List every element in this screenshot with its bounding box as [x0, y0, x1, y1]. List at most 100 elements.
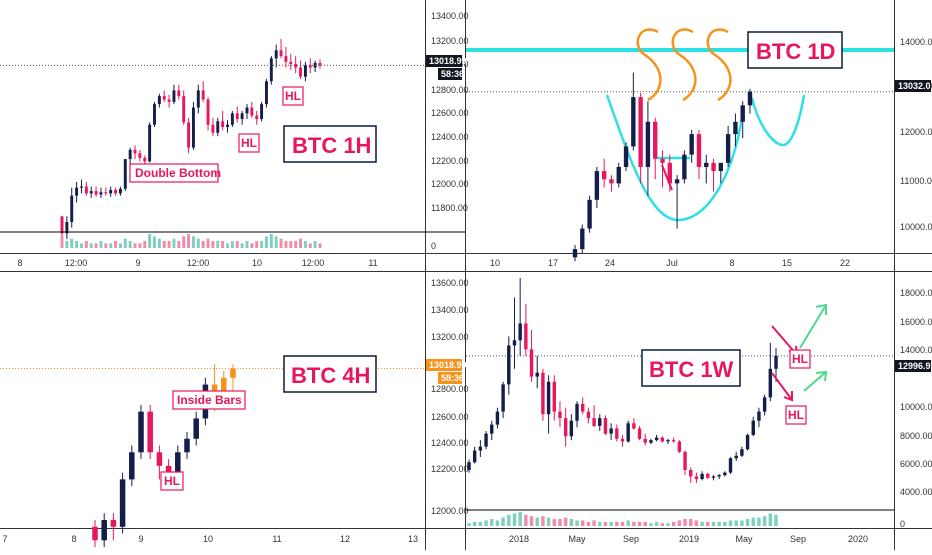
volume-bar [206, 238, 210, 248]
candle-body [689, 469, 693, 477]
candle-body [110, 520, 117, 527]
candle-body [745, 434, 750, 450]
candle-body [631, 97, 636, 147]
svg-text:13018.99: 13018.99 [429, 56, 467, 66]
candle-body [167, 99, 171, 102]
candle-body [653, 121, 658, 159]
svg-text:BTC 4H: BTC 4H [291, 363, 370, 388]
candle-body [682, 154, 687, 180]
time-tick-label: May [568, 534, 586, 544]
candle-body [535, 372, 539, 377]
volume-bar [626, 520, 630, 526]
time-tick-label: Sep [623, 534, 639, 544]
time-tick-label: 8 [729, 258, 734, 268]
volume-bar [484, 520, 488, 526]
pane-title-1h: BTC 1H [283, 125, 377, 163]
time-tick-label: 13 [408, 534, 418, 544]
price-tag-4h: 13018.99 58:36 [426, 359, 467, 384]
price-tick-label: 12200.00 [431, 156, 469, 166]
candle-body [552, 381, 556, 412]
price-tag-1w: 12996.97 [895, 360, 932, 372]
candle-body [696, 134, 702, 167]
candle-body [104, 192, 108, 194]
candle-body [99, 192, 103, 195]
volume-bar [109, 243, 113, 248]
candle-body [303, 65, 307, 77]
volume-bar [196, 238, 200, 248]
price-tick-label: 10000.00 [900, 402, 932, 412]
candle-body [594, 171, 600, 200]
candle-body [221, 121, 225, 128]
candle-body [187, 122, 191, 148]
price-tick-label: 4000.00 [900, 487, 932, 497]
candle-body [572, 249, 578, 258]
volume-bar [172, 238, 176, 248]
volume-bar [569, 519, 574, 526]
pane-1h[interactable]: 13400.0013200.0013000.0012800.0012600.00… [0, 11, 469, 268]
candle-body [250, 107, 254, 116]
candle-body [484, 433, 488, 447]
volume-bar [294, 241, 298, 248]
time-tick-label: 12 [340, 534, 350, 544]
candle-body [133, 149, 137, 154]
candle-body [274, 50, 278, 59]
candle-body [689, 134, 694, 155]
candle-body [569, 420, 574, 437]
candle-body [84, 186, 88, 194]
volume-bar [89, 243, 93, 248]
candle-body [740, 105, 745, 122]
candle-body [123, 159, 127, 189]
price-tick-label: 16000.00 [900, 317, 932, 327]
volume-bar [177, 241, 181, 248]
volume-bar [643, 521, 647, 526]
volume-bar [250, 243, 254, 248]
candle-body [768, 368, 773, 398]
candle-body [101, 520, 107, 541]
candle-body [725, 134, 731, 163]
volume-bar [230, 241, 234, 248]
volume-bar [143, 241, 147, 248]
volume-bar [308, 243, 312, 248]
volume-bar [592, 520, 596, 526]
pane-1w[interactable]: 18000.00 16000.00 14000.00 10000.00 8000.00 6… [466, 278, 932, 544]
volume-bar [677, 520, 682, 526]
candle-body [529, 349, 534, 377]
annotation-hl-1h-a: HL [238, 133, 260, 153]
price-tick-label: 13400.00 [431, 305, 469, 315]
candle-body [674, 179, 680, 184]
time-axis-4h: 7 8 9 10 11 12 13 [2, 534, 418, 544]
price-tick-label: 11800.00 [431, 203, 468, 213]
svg-text:13032.0: 13032.0 [898, 81, 931, 91]
candle-body [575, 403, 579, 421]
candle-body [184, 438, 190, 453]
candle-body [162, 96, 166, 100]
candle-body [683, 451, 687, 470]
candle-body [299, 67, 302, 77]
candles-1w [467, 278, 778, 483]
candle-body [507, 345, 511, 385]
candle-body [762, 397, 767, 412]
volume-bar [745, 519, 750, 526]
candle-body [70, 195, 74, 222]
volume-bar [118, 243, 122, 248]
candle-body [654, 437, 659, 441]
annotation-double-bottom: Double Bottom [129, 163, 221, 183]
volume-bar [615, 521, 619, 526]
time-tick-label: 8 [71, 534, 76, 544]
candle-body [240, 113, 244, 120]
volume-bar [751, 517, 755, 526]
svg-text:HL: HL [164, 474, 180, 488]
candle-body [92, 526, 98, 541]
time-tick-label: 10 [252, 258, 262, 268]
volume-bar [575, 520, 579, 526]
svg-text:58:36: 58:36 [441, 373, 464, 383]
candle-body [524, 323, 528, 350]
volume-bar [264, 236, 268, 248]
candle-body [512, 340, 517, 346]
pane-4h[interactable]: 13600.00 13400.00 13200.00 12800.00 12600.00… [0, 278, 469, 548]
time-tick-label: 2018 [509, 534, 529, 544]
volume-bar [558, 519, 562, 526]
volume-bar [683, 519, 687, 526]
